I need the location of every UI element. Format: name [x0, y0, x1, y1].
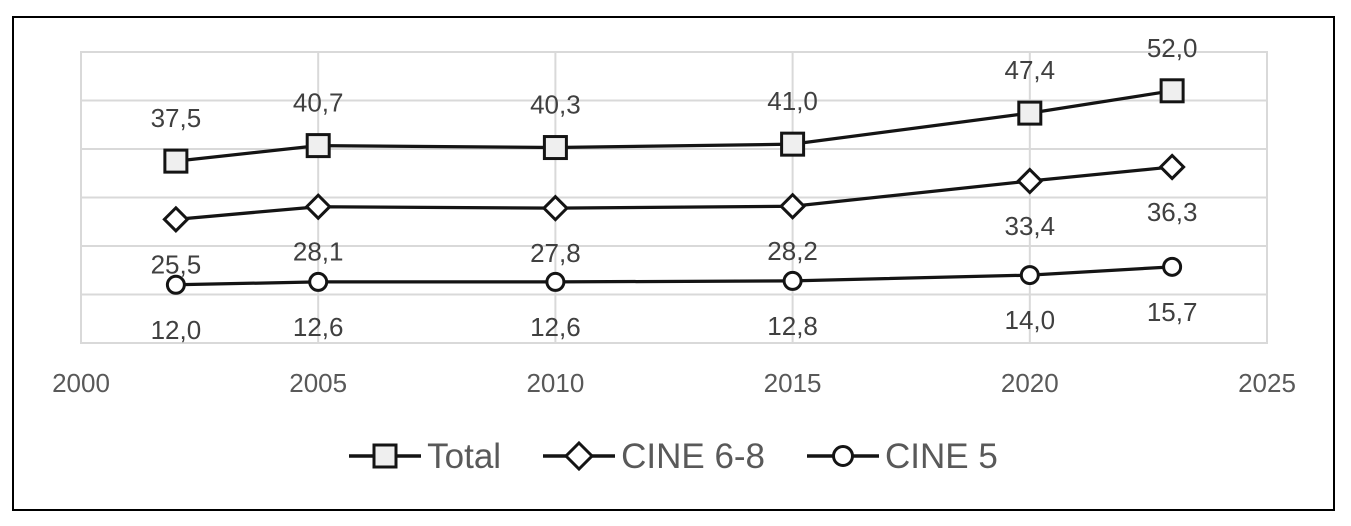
data-label: 36,3 — [1147, 197, 1198, 227]
diamond-data-point-marker[interactable] — [1158, 153, 1186, 181]
data-label: 15,7 — [1147, 297, 1198, 327]
circle-marker-icon — [807, 445, 880, 467]
data-label: 12,6 — [530, 312, 581, 342]
square-marker-icon — [349, 443, 422, 469]
diamond-data-point-marker[interactable] — [162, 205, 190, 233]
circle-data-point-marker[interactable] — [545, 271, 566, 292]
data-label: 52,0 — [1147, 33, 1198, 63]
x-tick-label: 2015 — [764, 368, 822, 398]
legend-item-total[interactable]: Total — [349, 438, 501, 474]
series-line-total[interactable] — [175, 89, 1173, 163]
diamond-data-point-marker[interactable] — [541, 194, 570, 222]
legend-label-cine-5: CINE 5 — [885, 436, 998, 476]
plot-area-border — [80, 51, 1268, 344]
square-data-point-marker[interactable] — [1159, 78, 1185, 104]
x-tick-label: 2025 — [1238, 368, 1296, 398]
data-label: 33,4 — [1004, 211, 1055, 241]
legend-label-total: Total — [427, 436, 502, 476]
square-data-point-marker[interactable] — [1017, 100, 1043, 126]
data-label: 41,0 — [767, 86, 818, 116]
legend-item-cine-6-8[interactable]: CINE 6-8 — [543, 438, 765, 474]
circle-data-point-marker[interactable] — [1162, 256, 1183, 277]
square-data-point-marker[interactable] — [780, 131, 806, 157]
circle-data-point-marker[interactable] — [165, 274, 186, 295]
data-label: 37,5 — [151, 103, 202, 133]
diamond-data-point-marker[interactable] — [778, 192, 807, 220]
data-label: 40,7 — [293, 88, 344, 118]
data-label: 47,4 — [1004, 55, 1055, 85]
data-label: 12,6 — [293, 312, 344, 342]
square-data-point-marker[interactable] — [305, 133, 331, 159]
series-line-cine-6-8[interactable] — [175, 165, 1173, 221]
circle-data-point-marker[interactable] — [1019, 265, 1040, 286]
data-label: 40,3 — [530, 90, 581, 120]
data-label: 28,2 — [767, 236, 818, 266]
x-tick-label: 2010 — [526, 368, 584, 398]
x-tick-label: 2005 — [289, 368, 347, 398]
legend-label-cine-6-8: CINE 6-8 — [621, 436, 766, 476]
series-line-cine-5[interactable] — [175, 265, 1173, 287]
diamond-data-point-marker[interactable] — [1016, 167, 1044, 195]
data-label: 28,1 — [293, 237, 344, 267]
chart-legend: Total CINE 6-8 CINE 5 — [12, 438, 1335, 474]
diamond-marker-icon — [543, 440, 616, 472]
circle-data-point-marker[interactable] — [308, 271, 329, 292]
data-label: 14,0 — [1004, 305, 1055, 335]
diamond-data-point-marker[interactable] — [304, 193, 332, 221]
x-tick-label: 2020 — [1001, 368, 1059, 398]
circle-data-point-marker[interactable] — [782, 270, 803, 291]
data-label: 12,8 — [767, 311, 818, 341]
x-tick-label: 2000 — [52, 368, 110, 398]
data-label: 27,8 — [530, 238, 581, 268]
legend-item-cine-5[interactable]: CINE 5 — [807, 438, 998, 474]
data-label: 25,5 — [151, 249, 202, 279]
square-data-point-marker[interactable] — [542, 135, 568, 161]
data-label: 12,0 — [151, 315, 202, 345]
square-data-point-marker[interactable] — [163, 148, 189, 174]
